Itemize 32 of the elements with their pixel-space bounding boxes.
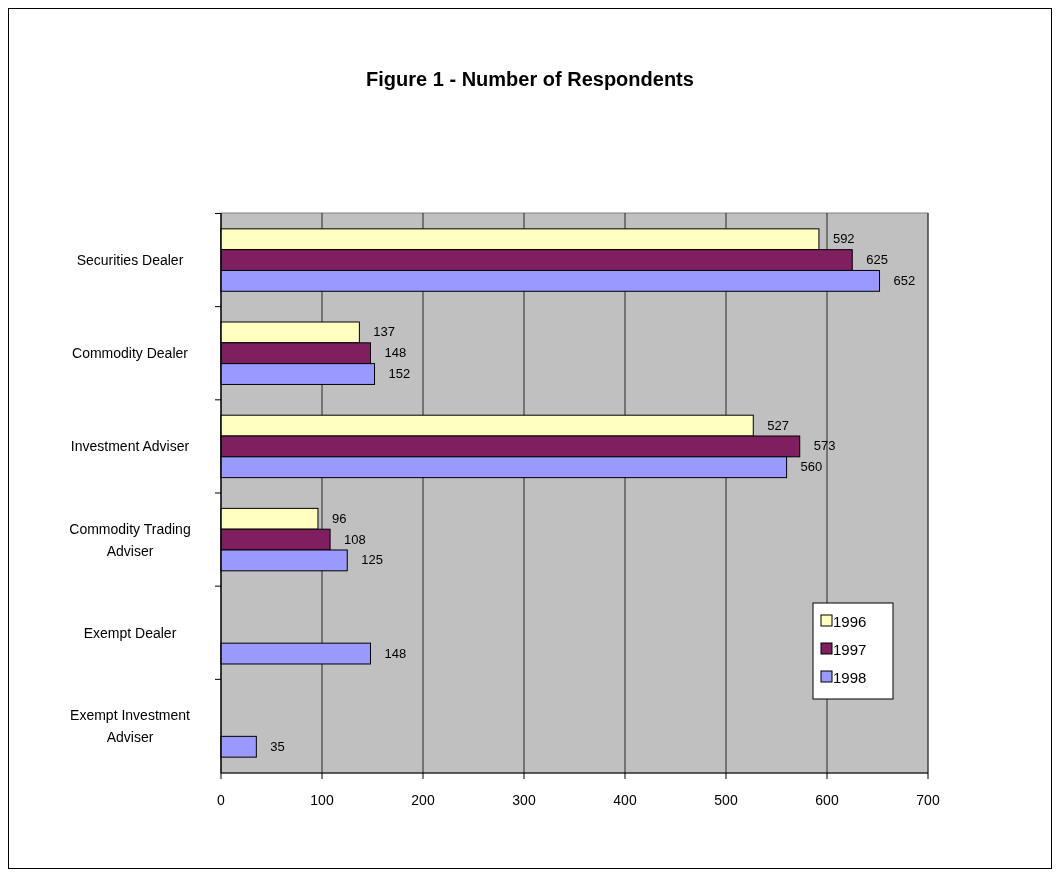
- y-tick-label: Securities Dealer: [76, 252, 184, 269]
- y-tick-label: Commodity Dealer: [72, 345, 189, 362]
- data-label: 148: [384, 645, 407, 661]
- data-label: 148: [384, 345, 407, 361]
- data-label: 108: [344, 531, 366, 547]
- data-label: 125: [361, 552, 383, 568]
- y-tick-label: Commodity Trading Adviser: [69, 520, 191, 559]
- y-tick-label: Investment Adviser: [70, 438, 190, 455]
- x-tick-label: 500: [714, 792, 738, 808]
- data-label: 592: [832, 231, 855, 247]
- x-tick-label: 100: [310, 792, 334, 808]
- legend-label: 1997: [833, 641, 867, 658]
- data-label: 35: [270, 738, 285, 754]
- x-tick-label: 200: [411, 792, 435, 808]
- x-tick-label: 700: [916, 792, 940, 808]
- x-tick-label: 300: [512, 792, 536, 808]
- data-label: 652: [893, 272, 916, 288]
- y-tick-label: Exempt Dealer: [83, 624, 177, 641]
- x-tick-label: 600: [815, 792, 839, 808]
- chart-title: Figure 1 - Number of Respondents: [366, 68, 694, 90]
- data-label: 527: [767, 417, 789, 433]
- data-label: 137: [373, 324, 396, 340]
- data-label: 625: [866, 252, 888, 268]
- data-label: 573: [813, 438, 836, 454]
- data-label: 152: [388, 366, 411, 382]
- data-label: 96: [331, 510, 347, 526]
- y-tick-label: Exempt Investment Adviser: [70, 706, 191, 745]
- x-tick-label: 0: [217, 792, 226, 808]
- legend-label: 1998: [833, 669, 867, 686]
- x-tick-label: 400: [613, 792, 637, 808]
- data-label: 560: [800, 459, 823, 475]
- legend-label: 1996: [833, 613, 867, 630]
